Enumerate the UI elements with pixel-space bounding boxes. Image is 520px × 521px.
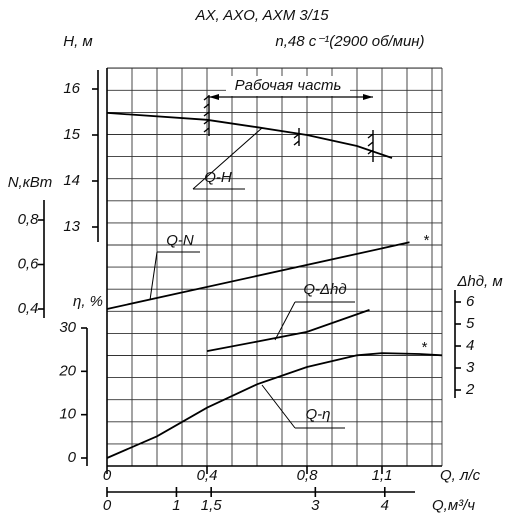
series-label: Q-N bbox=[166, 232, 194, 249]
annotation: * bbox=[421, 339, 428, 356]
series-label: Q-Δhд bbox=[303, 281, 346, 298]
x2-tick-label: 0 bbox=[103, 497, 112, 514]
working-zone: Рабочая часть bbox=[203, 76, 374, 162]
curve bbox=[106, 112, 393, 159]
chart-title: AX, AXO, AXM 3/15 bbox=[194, 7, 329, 24]
x-axis-label: Q, л/с bbox=[440, 467, 481, 484]
y-tick-label: 15 bbox=[63, 126, 80, 143]
y-axis-label: η, % bbox=[73, 293, 103, 310]
curve bbox=[106, 241, 410, 310]
y-tick-label: 10 bbox=[59, 406, 76, 423]
y-tick-label: 30 bbox=[59, 319, 76, 336]
y-tick-label: 20 bbox=[58, 362, 76, 379]
x-tick-label: 0,4 bbox=[197, 467, 218, 484]
y-tick-label: 13 bbox=[63, 218, 80, 235]
y-axis-label: Δhд, м bbox=[456, 273, 502, 290]
y-tick-label: 3 bbox=[466, 359, 475, 376]
y-tick-label: 16 bbox=[63, 80, 80, 97]
y-tick-label: 6 bbox=[466, 293, 475, 310]
y-axis-label: H, м bbox=[63, 33, 92, 50]
y-tick-label: 0 bbox=[68, 449, 77, 466]
x2-tick-label: 1,5 bbox=[201, 497, 223, 514]
x2-tick-label: 1 bbox=[172, 497, 180, 514]
axes: 0 0,4 0,8 1,1 Q, л/с 0 1 1,5 3 4 Q,м³/ч H, м 13 14 15 1… bbox=[8, 33, 503, 514]
curve bbox=[106, 352, 443, 459]
series-label: Q-H bbox=[204, 169, 232, 186]
curve bbox=[206, 309, 370, 352]
chart-subtitle: n,48 с⁻¹(2900 об/мин) bbox=[275, 33, 424, 50]
x2-tick-label: 3 bbox=[311, 497, 320, 514]
x-tick-label: 1,1 bbox=[372, 467, 393, 484]
y-tick-label: 5 bbox=[466, 315, 475, 332]
y-tick-label: 0,6 bbox=[18, 255, 40, 272]
y-tick-label: 0,8 bbox=[18, 211, 40, 228]
y-tick-label: 14 bbox=[63, 172, 80, 189]
leader bbox=[192, 127, 263, 190]
y-tick-label: 2 bbox=[465, 381, 475, 398]
x-tick-label: 0 bbox=[103, 467, 112, 484]
leader bbox=[149, 251, 200, 301]
annotation: Рабочая часть bbox=[235, 77, 342, 94]
y-tick-label: 4 bbox=[466, 337, 474, 354]
series-label: Q-η bbox=[306, 406, 331, 423]
x2-tick-label: 4 bbox=[381, 497, 389, 514]
leader bbox=[261, 384, 345, 429]
grid bbox=[106, 67, 443, 467]
y-tick-label: 0,4 bbox=[18, 300, 39, 317]
leader bbox=[274, 301, 355, 341]
annotation: * bbox=[423, 232, 430, 249]
y-axis-label: N,кВт bbox=[8, 174, 53, 191]
x-tick-label: 0,8 bbox=[297, 467, 319, 484]
x2-axis-label: Q,м³/ч bbox=[432, 497, 475, 514]
